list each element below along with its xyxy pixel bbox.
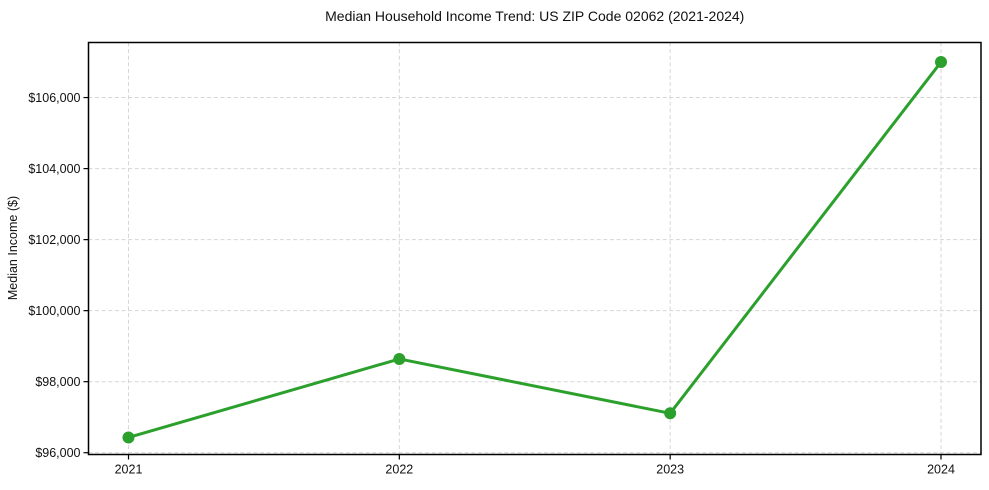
y-tick-label: $96,000 (35, 446, 80, 460)
x-tick-label: 2024 (927, 463, 955, 477)
axis-ticks (83, 96, 942, 460)
y-tick-label: $98,000 (35, 375, 80, 389)
x-tick-label: 2022 (385, 463, 413, 477)
data-series (122, 56, 947, 444)
data-point-marker (664, 407, 677, 420)
y-axis-title: Median Income ($) (6, 196, 20, 300)
data-point-marker (122, 431, 135, 444)
plot-border (87, 41, 982, 456)
x-tick-label: 2021 (115, 463, 143, 477)
series-line (127, 60, 943, 439)
y-tick-label: $106,000 (28, 91, 80, 105)
tick-labels: $96,000 $98,000 $100,000 $102,000 $104,000 $1… (28, 91, 955, 477)
data-point-marker (935, 56, 947, 69)
data-point-marker (393, 352, 406, 365)
x-tick-label: 2023 (656, 463, 684, 477)
y-tick-label: $102,000 (28, 233, 80, 247)
gridlines (88, 42, 981, 455)
chart-title: Median Household Income Trend: US ZIP Co… (325, 8, 744, 24)
y-tick-label: $100,000 (28, 304, 80, 318)
y-tick-label: $104,000 (28, 162, 80, 176)
